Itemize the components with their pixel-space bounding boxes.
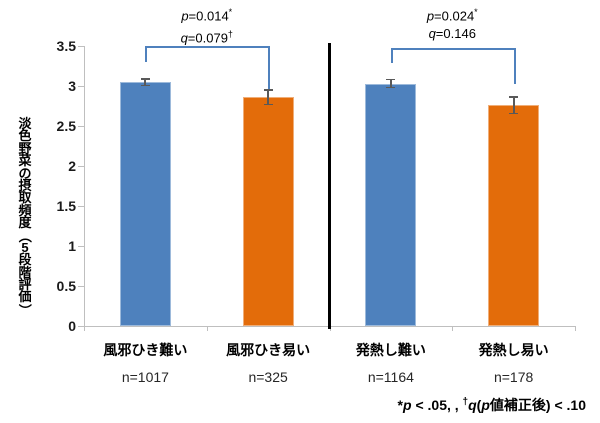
y-axis-tick (78, 246, 84, 247)
n-label: n=1164 (367, 369, 414, 385)
y-axis-title-char: 階 (18, 264, 32, 280)
y-axis-tick (78, 326, 84, 327)
y-axis-tick (78, 286, 84, 287)
category-label: 発熱し難い (355, 342, 426, 358)
y-axis-line (84, 46, 85, 327)
footnote-star: * (397, 397, 403, 413)
y-tick-label: 1 (68, 238, 76, 254)
significance-annotation: p=0.014* q=0.079† (181, 3, 233, 48)
error-bar-cap-bottom (386, 86, 396, 89)
y-axis-title-char: 段 (18, 252, 32, 268)
y-tick-label: 2.5 (56, 118, 76, 134)
error-bar-stem (389, 78, 392, 89)
significance-bracket-right-leg (513, 48, 516, 84)
y-axis-title-char: 菜 (18, 153, 32, 169)
footnote-inner-p: p (481, 397, 490, 413)
x-axis-tick (84, 326, 85, 331)
n-label: n=325 (248, 369, 288, 385)
y-tick-label: 3 (68, 78, 76, 94)
y-axis-title-char: 評 (18, 277, 32, 293)
error-bar-cap-top (509, 96, 519, 98)
y-axis-tick (78, 86, 84, 87)
y-tick-label: 2 (68, 158, 76, 174)
annotation-line: p=0.024* (426, 7, 478, 24)
bar-風邪ひき易い (242, 97, 294, 326)
y-axis-title-char: 取 (18, 190, 32, 206)
y-axis-title: 淡色野菜の摂取頻度（5 段階評価） (13, 116, 37, 317)
x-axis-tick (575, 326, 576, 331)
y-axis-title-char: 色 (18, 128, 32, 144)
bar-発熱し易い (488, 105, 540, 326)
significance-bracket-horizontal (390, 48, 516, 50)
error-bar-stem (512, 96, 515, 114)
y-axis-tick (78, 206, 84, 207)
y-axis-title-char: 頻 (18, 202, 32, 218)
y-axis-title-char: 価 (18, 289, 32, 305)
significance-bracket-horizontal (145, 46, 271, 48)
error-bar-cap-bottom (140, 84, 150, 86)
footnote-mid: < .05, , (411, 397, 463, 413)
annotation-line: q=0.079† (180, 29, 233, 46)
error-bar-cap-top (386, 78, 396, 81)
y-tick-label: 0 (68, 318, 76, 334)
category-label: 発熱し易い (478, 342, 549, 358)
category-label: 風邪ひき難い (103, 342, 188, 358)
footnote: *p < .05, , †q(p値補正後) < .10 (398, 395, 586, 415)
y-axis-title-char: 摂 (18, 177, 32, 193)
footnote-p: p (403, 397, 412, 413)
y-axis-title-char: 淡 (18, 116, 32, 131)
error-bar-cap-top (140, 78, 150, 80)
error-bar-stem (267, 89, 270, 106)
annotation-line: p=0.014* (181, 7, 233, 24)
significance-annotation: p=0.024* q=0.146 (427, 3, 478, 43)
bar-発熱し難い (365, 83, 417, 326)
y-axis-tick (78, 166, 84, 167)
significance-bracket-left-leg (145, 46, 148, 62)
footnote-q: q (468, 397, 477, 413)
y-axis-title-char: 野 (18, 140, 32, 156)
footnote-dagger: † (462, 396, 469, 408)
x-axis-tick (452, 326, 454, 331)
group-divider-line (327, 43, 331, 329)
y-tick-label: 0.5 (56, 278, 76, 294)
x-axis-tick (206, 326, 208, 331)
category-label: 風邪ひき易い (226, 342, 311, 358)
error-bar-stem (144, 78, 147, 86)
annotation-line: q=0.146 (428, 26, 476, 42)
y-tick-label: 1.5 (56, 198, 76, 214)
error-bar-cap-bottom (263, 103, 273, 106)
y-axis-title-char: 度 (18, 215, 32, 231)
y-axis-tick (78, 46, 84, 47)
error-bar-cap-bottom (509, 112, 519, 114)
footnote-paren: ( (476, 397, 482, 413)
error-bar-cap-top (263, 89, 273, 91)
y-tick-label: 3.5 (56, 38, 76, 54)
bar-風邪ひき難い (119, 82, 171, 326)
n-label: n=1017 (121, 369, 169, 385)
y-axis-title-char: 5 (21, 239, 29, 255)
n-label: n=178 (493, 369, 534, 385)
y-axis-title-char: の (18, 165, 32, 181)
footnote-tail: 値補正後) < .10 (489, 397, 586, 413)
y-axis-tick (78, 126, 84, 127)
significance-bracket-left-leg (390, 48, 393, 63)
significance-bracket-right-leg (268, 46, 271, 89)
